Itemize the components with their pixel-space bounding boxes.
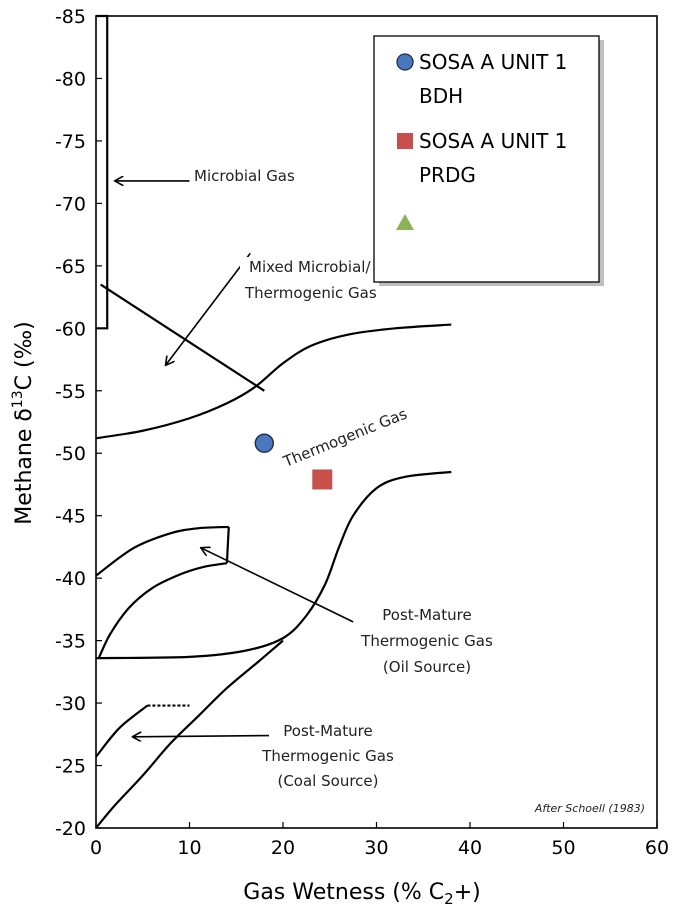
legend-marker-prdg — [397, 133, 413, 149]
thermogenic-lower-boundary — [95, 470, 452, 660]
y-tick-label: -35 — [55, 631, 86, 653]
legend-box — [373, 35, 600, 283]
x-axis-title: Gas Wetness (% C2+) — [243, 880, 480, 908]
oil-source-lower-boundary — [97, 562, 228, 659]
field-boundaries — [95, 14, 452, 829]
thermogenic-upper-boundary — [95, 323, 452, 440]
y-tick-label: -85 — [55, 6, 86, 28]
data-point-circle — [254, 433, 274, 453]
annotation-arrow — [202, 548, 354, 623]
oil-source-right-boundary — [225, 526, 230, 564]
legend-marker-bdh — [396, 53, 414, 71]
x-tick-label: 10 — [177, 837, 201, 859]
oil-source-label-line3: (Oil Source) — [383, 658, 471, 676]
y-axis-ticks: -20 -25 -30 -35 -40 -45 -50 -55 -60 -65 -70 -75 -80 -… — [55, 6, 102, 840]
annotation-arrows — [116, 181, 354, 737]
coal-source-label-line2: Thermogenic Gas — [261, 747, 394, 765]
coal-source-upper-boundary — [95, 704, 149, 758]
y-tick-label: -55 — [55, 381, 86, 403]
y-tick-label: -75 — [55, 131, 86, 153]
mixed-gas-label-line2: Thermogenic Gas — [244, 284, 377, 302]
coal-source-lower-boundary — [95, 639, 284, 829]
y-tick-label: -80 — [55, 68, 86, 90]
oil-source-upper-boundary — [95, 525, 229, 577]
legend-label-bdh-line1: SOSA A UNIT 1 — [419, 50, 567, 74]
y-tick-label: -45 — [55, 506, 86, 528]
y-axis-title: Methane δ13C (‰) — [10, 321, 37, 524]
y-tick-label: -30 — [55, 693, 86, 715]
y-tick-label: -20 — [55, 818, 86, 840]
x-tick-label: 40 — [458, 837, 482, 859]
y-tick-label: -60 — [55, 318, 86, 340]
oil-source-label-line2: Thermogenic Gas — [360, 632, 493, 650]
coal-source-label-line3: (Coal Source) — [277, 772, 378, 790]
x-tick-label: 50 — [551, 837, 575, 859]
y-tick-label: -65 — [55, 256, 86, 278]
coal-source-label-line1: Post-Mature — [283, 722, 372, 740]
oil-source-label-line1: Post-Mature — [382, 606, 471, 624]
y-tick-label: -25 — [55, 756, 86, 778]
y-tick-label: -50 — [55, 443, 86, 465]
mixed-gas-boundary — [100, 283, 265, 392]
data-point-square — [312, 469, 333, 490]
microbial-gas-boundary — [96, 14, 109, 330]
legend-marker-triangle — [396, 214, 414, 230]
source-credit: After Schoell (1983) — [534, 802, 645, 815]
x-tick-label: 60 — [645, 837, 669, 859]
legend-label-prdg-line1: SOSA A UNIT 1 — [419, 129, 567, 153]
annotation-arrow — [166, 252, 251, 364]
microbial-gas-label: Microbial Gas — [194, 167, 295, 185]
legend-label-prdg-line2: PRDG — [419, 163, 476, 187]
legend: SOSA A UNIT 1 BDH SOSA A UNIT 1 PRDG — [373, 35, 604, 286]
mixed-label-mask — [240, 257, 385, 276]
legend-label-bdh-line2: BDH — [419, 84, 463, 108]
x-axis-ticks: 0 10 20 30 40 50 60 — [90, 822, 669, 859]
x-tick-label: 20 — [271, 837, 295, 859]
annotation-arrow — [133, 736, 269, 737]
y-tick-label: -70 — [55, 193, 86, 215]
mixed-gas-label-line1: Mixed Microbial/ — [249, 258, 371, 276]
y-tick-label: -40 — [55, 568, 86, 590]
data-points — [254, 433, 333, 490]
x-tick-label: 30 — [364, 837, 388, 859]
x-tick-label: 0 — [90, 837, 102, 859]
